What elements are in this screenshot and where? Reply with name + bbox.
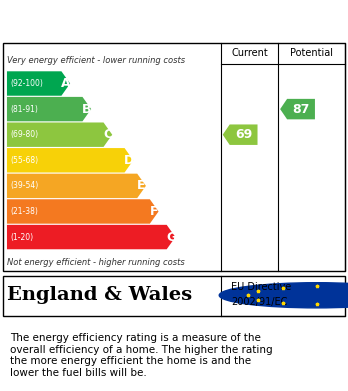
Polygon shape (223, 124, 258, 145)
Text: E: E (137, 179, 146, 192)
Text: 2002/91/EC: 2002/91/EC (231, 297, 288, 307)
Text: 69: 69 (235, 128, 252, 141)
Polygon shape (7, 199, 159, 224)
Text: (1-20): (1-20) (10, 233, 33, 242)
Text: The energy efficiency rating is a measure of the
overall efficiency of a home. T: The energy efficiency rating is a measur… (10, 333, 273, 378)
Text: D: D (124, 154, 134, 167)
Text: (69-80): (69-80) (10, 130, 39, 139)
Text: 87: 87 (292, 102, 310, 116)
Text: Potential: Potential (290, 48, 333, 58)
Text: (92-100): (92-100) (10, 79, 43, 88)
Text: A: A (61, 77, 71, 90)
Text: B: B (82, 102, 92, 116)
Text: (21-38): (21-38) (10, 207, 38, 216)
Text: (39-54): (39-54) (10, 181, 39, 190)
Text: (55-68): (55-68) (10, 156, 39, 165)
Polygon shape (7, 71, 70, 96)
Polygon shape (7, 148, 133, 172)
Text: (81-91): (81-91) (10, 105, 38, 114)
Text: Energy Efficiency Rating: Energy Efficiency Rating (50, 11, 298, 30)
Text: EU Directive: EU Directive (231, 282, 292, 292)
Polygon shape (7, 97, 91, 121)
Circle shape (219, 283, 348, 308)
Text: England & Wales: England & Wales (7, 286, 192, 304)
Text: G: G (166, 231, 176, 244)
Text: C: C (103, 128, 112, 141)
Polygon shape (7, 174, 146, 198)
Polygon shape (7, 122, 112, 147)
Text: Very energy efficient - lower running costs: Very energy efficient - lower running co… (7, 56, 185, 65)
Text: F: F (150, 205, 158, 218)
Polygon shape (7, 225, 175, 249)
Polygon shape (280, 99, 315, 119)
Text: Current: Current (231, 48, 268, 58)
Text: Not energy efficient - higher running costs: Not energy efficient - higher running co… (7, 258, 185, 267)
